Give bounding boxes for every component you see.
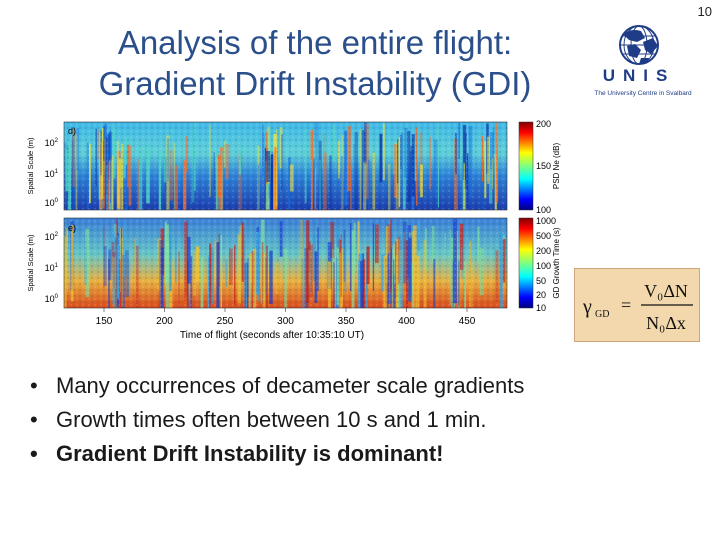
cbar-e-tick-4: 100 (536, 261, 551, 271)
x-axis-ticks: 150 200 250 300 350 400 450 (96, 308, 476, 327)
spectrogram-figure: d) e) Spatial Scale (m) Spatial Scale (m… (22, 118, 580, 342)
panel-e-colorbar (518, 217, 534, 309)
title-line-1: Analysis of the entire flight: (117, 24, 513, 61)
spectrogram-svg: d) e) Spatial Scale (m) Spatial Scale (m… (26, 119, 561, 341)
cbar-e-tick-2: 500 (536, 231, 551, 241)
panel-d-ylabel: Spatial Scale (m) (26, 137, 35, 195)
formula-svg: γ GD = V₀ΔN N₀Δx (582, 281, 693, 333)
panel-e-label: e) (68, 223, 76, 233)
bullet-text: Gradient Drift Instability is dominant! (56, 441, 444, 466)
bullet-dot: • (30, 407, 38, 432)
x-tick-label: 350 (338, 316, 355, 327)
bullet-item: • Gradient Drift Instability is dominant! (30, 437, 700, 471)
panel-d-ytick-3: 100 (45, 198, 59, 208)
bullet-item: • Growth times often between 10 s and 1 m… (30, 403, 700, 437)
panel-e-ytick-3: 100 (45, 294, 59, 304)
cbar-e-tick-3: 200 (536, 246, 551, 256)
panel-d-ytick-1: 102 (45, 138, 59, 148)
x-tick-label: 250 (217, 316, 234, 327)
formula-equals: = (621, 295, 631, 315)
logo-name: UNIS (602, 66, 676, 85)
slide-number: 10 (697, 4, 712, 19)
gdi-formula: γ GD = V₀ΔN N₀Δx (574, 268, 700, 342)
panel-e-ytick-2: 101 (45, 263, 59, 273)
bullet-text: Many occurrences of decameter scale grad… (56, 373, 525, 398)
x-tick-label: 200 (156, 316, 173, 327)
cbar-d-tick-2: 150 (536, 161, 551, 171)
x-tick-label: 450 (459, 316, 476, 327)
cbar-e-tick-1: 1000 (536, 216, 556, 226)
bullet-dot: • (30, 373, 38, 398)
slide-title: Analysis of the entire flight: Gradient … (30, 22, 600, 104)
bullet-text: Growth times often between 10 s and 1 mi… (56, 407, 487, 432)
x-axis-label: Time of flight (seconds after 10:35:10 U… (180, 330, 364, 341)
globe-icon (619, 25, 659, 65)
panel-d: d) (63, 121, 508, 211)
cbar-d-tick-1: 200 (536, 119, 551, 129)
bullet-item: • Many occurrences of decameter scale gra… (30, 369, 700, 403)
panel-e-colorbar-label: GD Growth Time (s) (552, 227, 561, 298)
panel-d-label: d) (68, 126, 76, 136)
logo-subtitle: The University Centre in Svalbard (594, 90, 692, 97)
unis-logo: UNIS The University Centre in Svalbard (583, 24, 703, 108)
bullet-list: • Many occurrences of decameter scale gra… (30, 369, 700, 471)
cbar-e-tick-7: 10 (536, 303, 546, 313)
x-tick-label: 400 (398, 316, 415, 327)
panel-e-ytick-1: 102 (45, 232, 59, 242)
cbar-e-tick-5: 50 (536, 276, 546, 286)
cbar-e-tick-6: 20 (536, 290, 546, 300)
formula-denominator: N₀Δx (646, 313, 686, 333)
formula-numerator: V₀ΔN (644, 281, 688, 301)
panel-e-ylabel: Spatial Scale (m) (26, 234, 35, 292)
formula-gamma-subscript: GD (595, 309, 609, 320)
bullet-dot: • (30, 441, 38, 466)
panel-d-colorbar (518, 121, 534, 211)
title-line-2: Gradient Drift Instability (GDI) (98, 65, 532, 102)
cbar-d-tick-3: 100 (536, 205, 551, 215)
panel-d-ytick-2: 101 (45, 169, 59, 179)
x-tick-label: 150 (96, 316, 113, 327)
panel-d-colorbar-label: PSD Ne (dB) (552, 143, 561, 190)
panel-e: e) (63, 217, 508, 309)
formula-gamma: γ (582, 296, 592, 318)
x-tick-label: 300 (277, 316, 294, 327)
